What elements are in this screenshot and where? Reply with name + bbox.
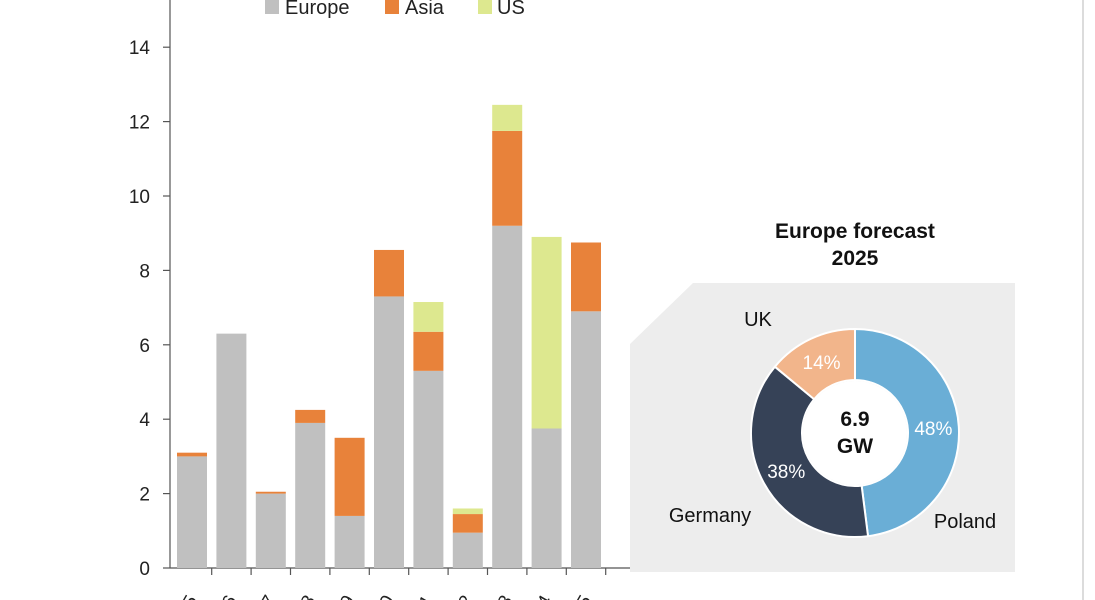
bar-segment-us xyxy=(531,236,562,429)
bar-segment-europe xyxy=(531,428,562,568)
bar-segment-asia xyxy=(492,130,523,226)
x-tick-label: '17 xyxy=(251,592,282,600)
bar-segment-asia xyxy=(255,491,286,494)
x-tick-label: '20 xyxy=(369,592,400,600)
bar-segment-us xyxy=(413,302,444,332)
legend-swatch-asia xyxy=(385,0,399,14)
bar-segment-europe xyxy=(177,456,207,568)
donut-pct-label: 14% xyxy=(803,353,841,374)
y-tick-label: 12 xyxy=(129,113,150,134)
inset-title-line-2: 2025 xyxy=(832,247,879,270)
x-tick-label: '23 xyxy=(487,592,518,600)
legend: Europe Asia US xyxy=(265,0,525,19)
donut-center-unit: GW xyxy=(837,435,873,458)
bar-segment-europe xyxy=(374,296,404,568)
x-axis-ticks: '15 '16 '17 '18 '19 '20 '21 '22 '23 '24 '25 xyxy=(172,568,607,600)
y-axis-ticks: 0 2 4 6 8 10 12 14 xyxy=(129,38,170,580)
bar-segment-us xyxy=(492,104,523,131)
x-tick-label: '18 xyxy=(290,592,321,600)
bar-segment-europe xyxy=(295,422,326,568)
bar-segment-asia xyxy=(374,249,404,297)
x-tick-label: '25 xyxy=(566,592,597,600)
slice-label-poland: Poland xyxy=(934,511,996,533)
bar-segment-asia xyxy=(295,409,326,423)
donut-pct-label: 48% xyxy=(914,419,952,440)
legend-swatch-us xyxy=(478,0,492,14)
slice-label-germany: Germany xyxy=(669,505,751,527)
y-tick-label: 8 xyxy=(139,261,150,282)
bar-segment-europe xyxy=(413,370,444,568)
donut-slice-germany xyxy=(750,365,870,538)
inset-panel: Europe forecast 2025 48% 38% 14% 6.9 GW UK… xyxy=(630,220,1015,572)
legend-label-europe: Europe xyxy=(285,0,350,19)
bar-segment-us xyxy=(452,508,483,515)
donut-pct-label: 38% xyxy=(767,462,805,483)
donut-slice-uk xyxy=(773,327,856,401)
legend-label-us: US xyxy=(497,0,525,19)
bar-segment-asia xyxy=(571,242,601,312)
inset-title-line-1: Europe forecast xyxy=(775,220,935,243)
donut-chart: 48% 38% 14% xyxy=(750,327,960,538)
y-tick-label: 10 xyxy=(129,187,150,208)
y-tick-label: 4 xyxy=(139,410,150,431)
x-tick-label: '21 xyxy=(408,592,439,600)
bar-segment-asia xyxy=(413,331,444,371)
y-tick-label: 6 xyxy=(139,336,150,357)
x-tick-label: '19 xyxy=(329,592,360,600)
x-tick-label: '22 xyxy=(448,592,479,600)
bar-segment-europe xyxy=(216,333,247,568)
x-tick-label: '24 xyxy=(526,592,557,600)
legend-label-asia: Asia xyxy=(405,0,445,19)
y-tick-label: 2 xyxy=(139,485,150,506)
x-tick-label: '15 xyxy=(172,592,203,600)
bar-segment-asia xyxy=(452,514,483,533)
x-tick-label: '16 xyxy=(211,592,242,600)
bar-segment-europe xyxy=(334,515,365,568)
bar-segment-europe xyxy=(255,493,286,568)
y-tick-label: 0 xyxy=(139,559,150,580)
bar-segment-europe xyxy=(571,311,601,568)
bars xyxy=(177,104,601,568)
donut-slice-poland xyxy=(854,327,960,538)
bar-segment-asia xyxy=(334,437,365,516)
bar-segment-asia xyxy=(177,452,207,457)
slice-label-uk: UK xyxy=(744,309,772,331)
donut-center-value: 6.9 xyxy=(840,408,869,431)
y-tick-label: 14 xyxy=(129,38,151,59)
bar-segment-europe xyxy=(492,225,523,568)
donut-hole xyxy=(803,381,907,485)
bar-segment-europe xyxy=(452,532,483,568)
legend-swatch-europe xyxy=(265,0,279,14)
